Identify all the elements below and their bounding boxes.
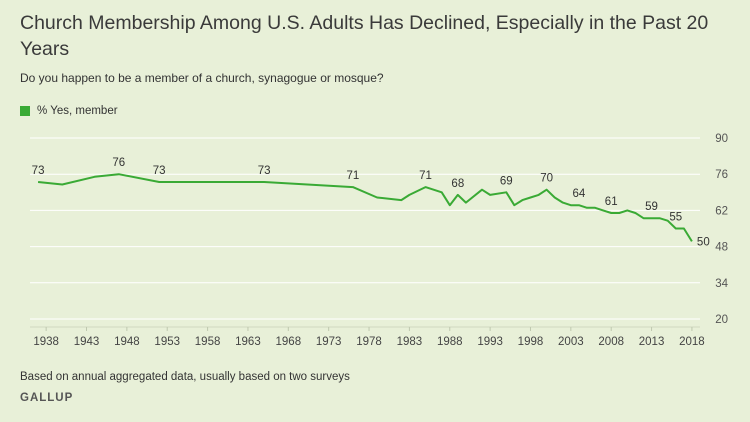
- x-tick-label: 1998: [518, 336, 544, 348]
- y-tick-label: 34: [715, 278, 728, 290]
- data-label: 73: [258, 165, 271, 177]
- data-label: 55: [669, 212, 682, 224]
- x-tick-label: 1958: [195, 336, 221, 348]
- x-tick-label: 1953: [154, 336, 180, 348]
- y-tick-label: 76: [715, 169, 728, 181]
- brand-logo: GALLUP: [20, 392, 74, 404]
- x-tick-label: 2013: [639, 336, 665, 348]
- data-label: 70: [540, 173, 553, 185]
- legend: % Yes, member: [20, 105, 118, 117]
- x-tick-label: 1938: [33, 336, 59, 348]
- data-label: 73: [153, 165, 166, 177]
- chart-subtitle: Do you happen to be a member of a church…: [20, 71, 384, 85]
- source-note: Based on annual aggregated data, usually…: [20, 371, 350, 383]
- data-label: 69: [500, 175, 513, 187]
- x-tick-label: 1968: [276, 336, 302, 348]
- legend-swatch: [20, 106, 30, 116]
- y-tick-label: 20: [715, 314, 728, 326]
- data-label: 64: [573, 188, 586, 200]
- x-tick-label: 2008: [598, 336, 624, 348]
- data-label: 71: [346, 170, 359, 182]
- data-label: 68: [451, 178, 464, 190]
- data-label: 76: [112, 157, 125, 169]
- data-label: 71: [419, 170, 432, 182]
- x-tick-label: 1978: [356, 336, 382, 348]
- x-tick-label: 1963: [235, 336, 261, 348]
- y-tick-label: 90: [715, 133, 728, 145]
- data-label: 59: [645, 201, 658, 213]
- data-label: 73: [32, 165, 45, 177]
- data-label: 50: [697, 236, 710, 248]
- chart-title: Church Membership Among U.S. Adults Has …: [20, 12, 709, 60]
- legend-label: % Yes, member: [37, 105, 118, 117]
- x-tick-label: 1973: [316, 336, 342, 348]
- y-tick-label: 48: [715, 242, 728, 254]
- data-label: 61: [605, 196, 618, 208]
- y-tick-label: 62: [715, 205, 728, 217]
- x-tick-label: 1983: [397, 336, 423, 348]
- x-tick-label: 1988: [437, 336, 463, 348]
- x-tick-label: 2003: [558, 336, 584, 348]
- x-tick-label: 2018: [679, 336, 705, 348]
- x-tick-label: 1993: [477, 336, 503, 348]
- x-tick-label: 1943: [74, 336, 100, 348]
- series-line: [37, 173, 693, 242]
- x-tick-label: 1948: [114, 336, 140, 348]
